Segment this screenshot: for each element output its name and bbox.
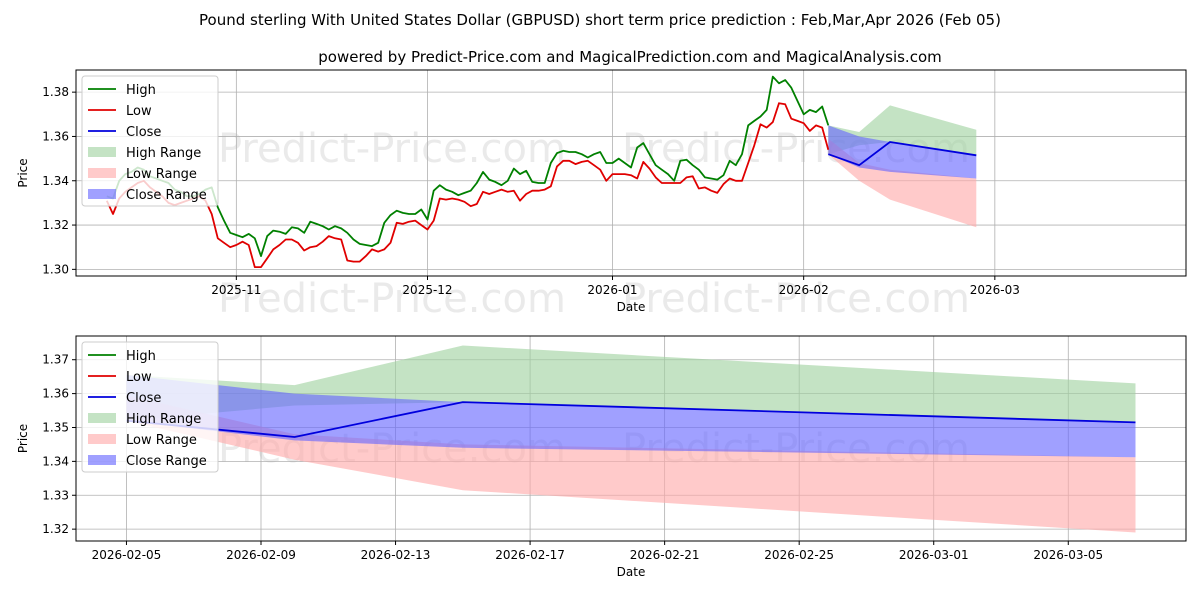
legend-swatch-patch: [88, 189, 116, 199]
y-tick-label: 1.36: [42, 387, 69, 401]
legend-entry-label: High Range: [126, 146, 201, 161]
bottom-chart-panel: Predict-Price.comPredict-Price.com2026-0…: [16, 335, 1187, 579]
legend-entry-label: High: [126, 349, 156, 364]
plot-frame: [75, 69, 1187, 277]
y-tick-label: 1.32: [42, 522, 69, 536]
chart-legend: High Low Close High Range Low Range Close Ran…: [81, 341, 219, 473]
plot-frame: [75, 335, 1187, 542]
y-tick-label: 1.34: [42, 454, 69, 468]
x-tick-label: 2026-01: [587, 283, 637, 297]
x-tick-label: 2026-03-05: [1033, 548, 1103, 562]
legend-entry-label: High: [126, 83, 156, 98]
watermark-text: Predict-Price.com: [218, 276, 566, 322]
legend-entry-label: High Range: [126, 412, 201, 427]
y-tick-label: 1.33: [42, 488, 69, 502]
x-tick-label: 2026-02-21: [630, 548, 700, 562]
legend-entry-label: Close Range: [126, 454, 207, 469]
x-tick-label: 2026-02-05: [92, 548, 162, 562]
legend-swatch-patch: [88, 434, 116, 444]
x-tick-label: 2026-02-25: [764, 548, 834, 562]
x-tick-label: 2026-02-09: [226, 548, 296, 562]
legend-entry-label: Close: [126, 125, 161, 140]
x-tick-label: 2026-03: [970, 283, 1020, 297]
chart-subtitle: powered by Predict-Price.com and Magical…: [318, 48, 942, 66]
legend-swatch-patch: [88, 455, 116, 465]
y-tick-label: 1.34: [42, 174, 69, 188]
close-range-band: [828, 125, 977, 179]
high-series-line: [106, 75, 830, 257]
legend-swatch-patch: [88, 413, 116, 423]
y-tick-label: 1.38: [42, 85, 69, 99]
x-axis-label: Date: [617, 300, 646, 314]
close-range-band: [126, 375, 1136, 458]
x-tick-label: 2026-02-13: [361, 548, 431, 562]
legend-entry-label: Low: [126, 104, 152, 119]
low-range-band: [828, 138, 977, 228]
y-tick-label: 1.32: [42, 218, 69, 232]
x-tick-label: 2025-11: [211, 283, 261, 297]
legend-entry-label: Close: [126, 391, 161, 406]
low-range-band: [126, 395, 1136, 533]
low-series-line: [105, 102, 830, 268]
y-tick-label: 1.30: [42, 262, 69, 276]
y-tick-label: 1.37: [42, 353, 69, 367]
watermark-text: Predict-Price.com: [218, 126, 566, 172]
legend-entry-label: Low: [126, 370, 152, 385]
chart-legend: High Low Close High Range Low Range Close Ran…: [81, 75, 219, 207]
y-axis-label: Price: [16, 424, 30, 453]
y-tick-label: 1.36: [42, 129, 69, 143]
x-axis-label: Date: [617, 565, 646, 579]
legend-entry-label: Close Range: [126, 188, 207, 203]
x-tick-label: 2026-03-01: [899, 548, 969, 562]
x-tick-label: 2025-12: [402, 283, 452, 297]
legend-swatch-patch: [88, 147, 116, 157]
x-tick-label: 2026-02: [779, 283, 829, 297]
legend-swatch-patch: [88, 168, 116, 178]
watermark-text: Predict-Price.com: [622, 276, 970, 322]
close-series-line: [827, 141, 977, 167]
top-chart-panel: Predict-Price.com Predict-Price.com Predic…: [16, 69, 1187, 322]
y-tick-label: 1.35: [42, 420, 69, 434]
legend-entry-label: Low Range: [126, 433, 197, 448]
legend-entry-label: Low Range: [126, 167, 197, 182]
y-axis-label: Price: [16, 158, 30, 187]
chart-title: Pound sterling With United States Dollar…: [199, 11, 1001, 29]
x-tick-label: 2026-02-17: [495, 548, 565, 562]
